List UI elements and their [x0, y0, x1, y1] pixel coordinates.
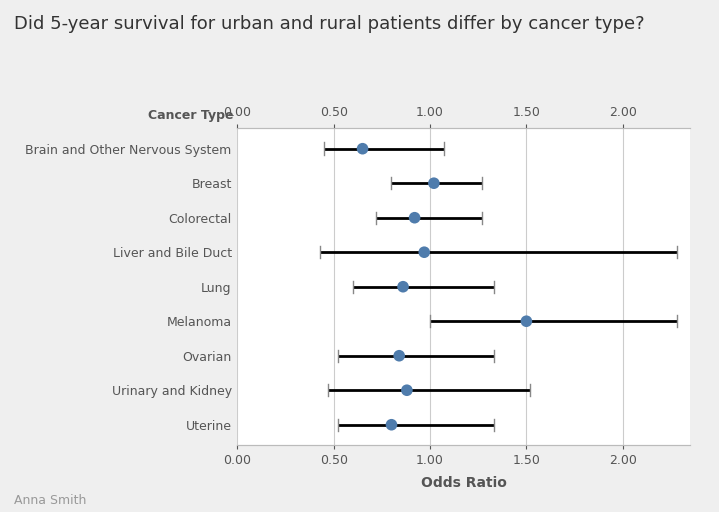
Point — [401, 386, 413, 394]
Point — [418, 248, 430, 257]
X-axis label: Odds Ratio: Odds Ratio — [421, 476, 507, 490]
Text: Did 5-year survival for urban and rural patients differ by cancer type?: Did 5-year survival for urban and rural … — [14, 15, 645, 33]
Point — [398, 283, 409, 291]
Point — [357, 144, 368, 153]
Point — [521, 317, 532, 325]
Point — [393, 352, 405, 360]
Point — [428, 179, 439, 187]
Point — [409, 214, 421, 222]
Text: Cancer Type: Cancer Type — [148, 109, 234, 122]
Text: Anna Smith: Anna Smith — [14, 494, 87, 507]
Point — [385, 421, 397, 429]
